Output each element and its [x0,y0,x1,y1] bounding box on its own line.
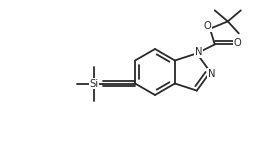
Text: Si: Si [89,78,99,89]
Text: N: N [208,69,216,79]
Text: O: O [204,21,212,31]
Text: O: O [234,38,242,48]
Text: N: N [194,47,202,57]
